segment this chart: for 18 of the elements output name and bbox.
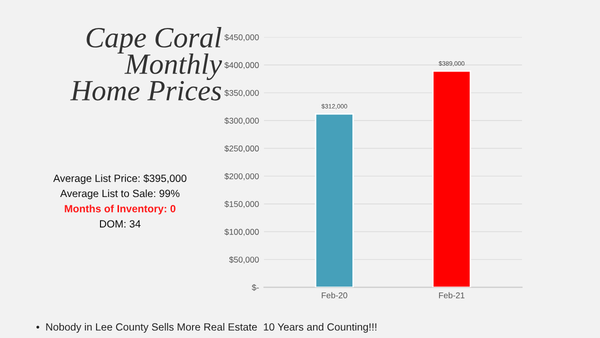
y-tick-label: $150,000 xyxy=(224,200,259,208)
y-tick-label: $400,000 xyxy=(224,62,259,70)
y-tick-label: $450,000 xyxy=(224,34,259,42)
text: Average List to Sale: 99% xyxy=(60,189,180,200)
x-tick-label: Feb-20 xyxy=(322,292,348,298)
y-tick-label: $250,000 xyxy=(224,145,259,152)
y-tick-label: $300,000 xyxy=(224,117,259,125)
text: Months of Inventory: 0 xyxy=(64,204,176,214)
y-tick-label: $350,000 xyxy=(224,90,259,97)
y-tick-label: $200,000 xyxy=(224,172,259,180)
y-tick-label: $100,000 xyxy=(224,228,259,236)
text: Average List Price: $395,000 xyxy=(53,174,186,184)
text: • Nobody in Lee County Sells More Real Estate 10 Years and Counting!!! xyxy=(36,323,376,333)
y-tick-label: $- xyxy=(252,284,259,291)
y-tick-label: $50,000 xyxy=(229,256,259,264)
chart-title: Cape Coral Monthly Home Prices xyxy=(70,27,222,101)
x-tick-label: Feb-21 xyxy=(439,292,464,298)
text: DOM: 34 xyxy=(100,220,141,228)
